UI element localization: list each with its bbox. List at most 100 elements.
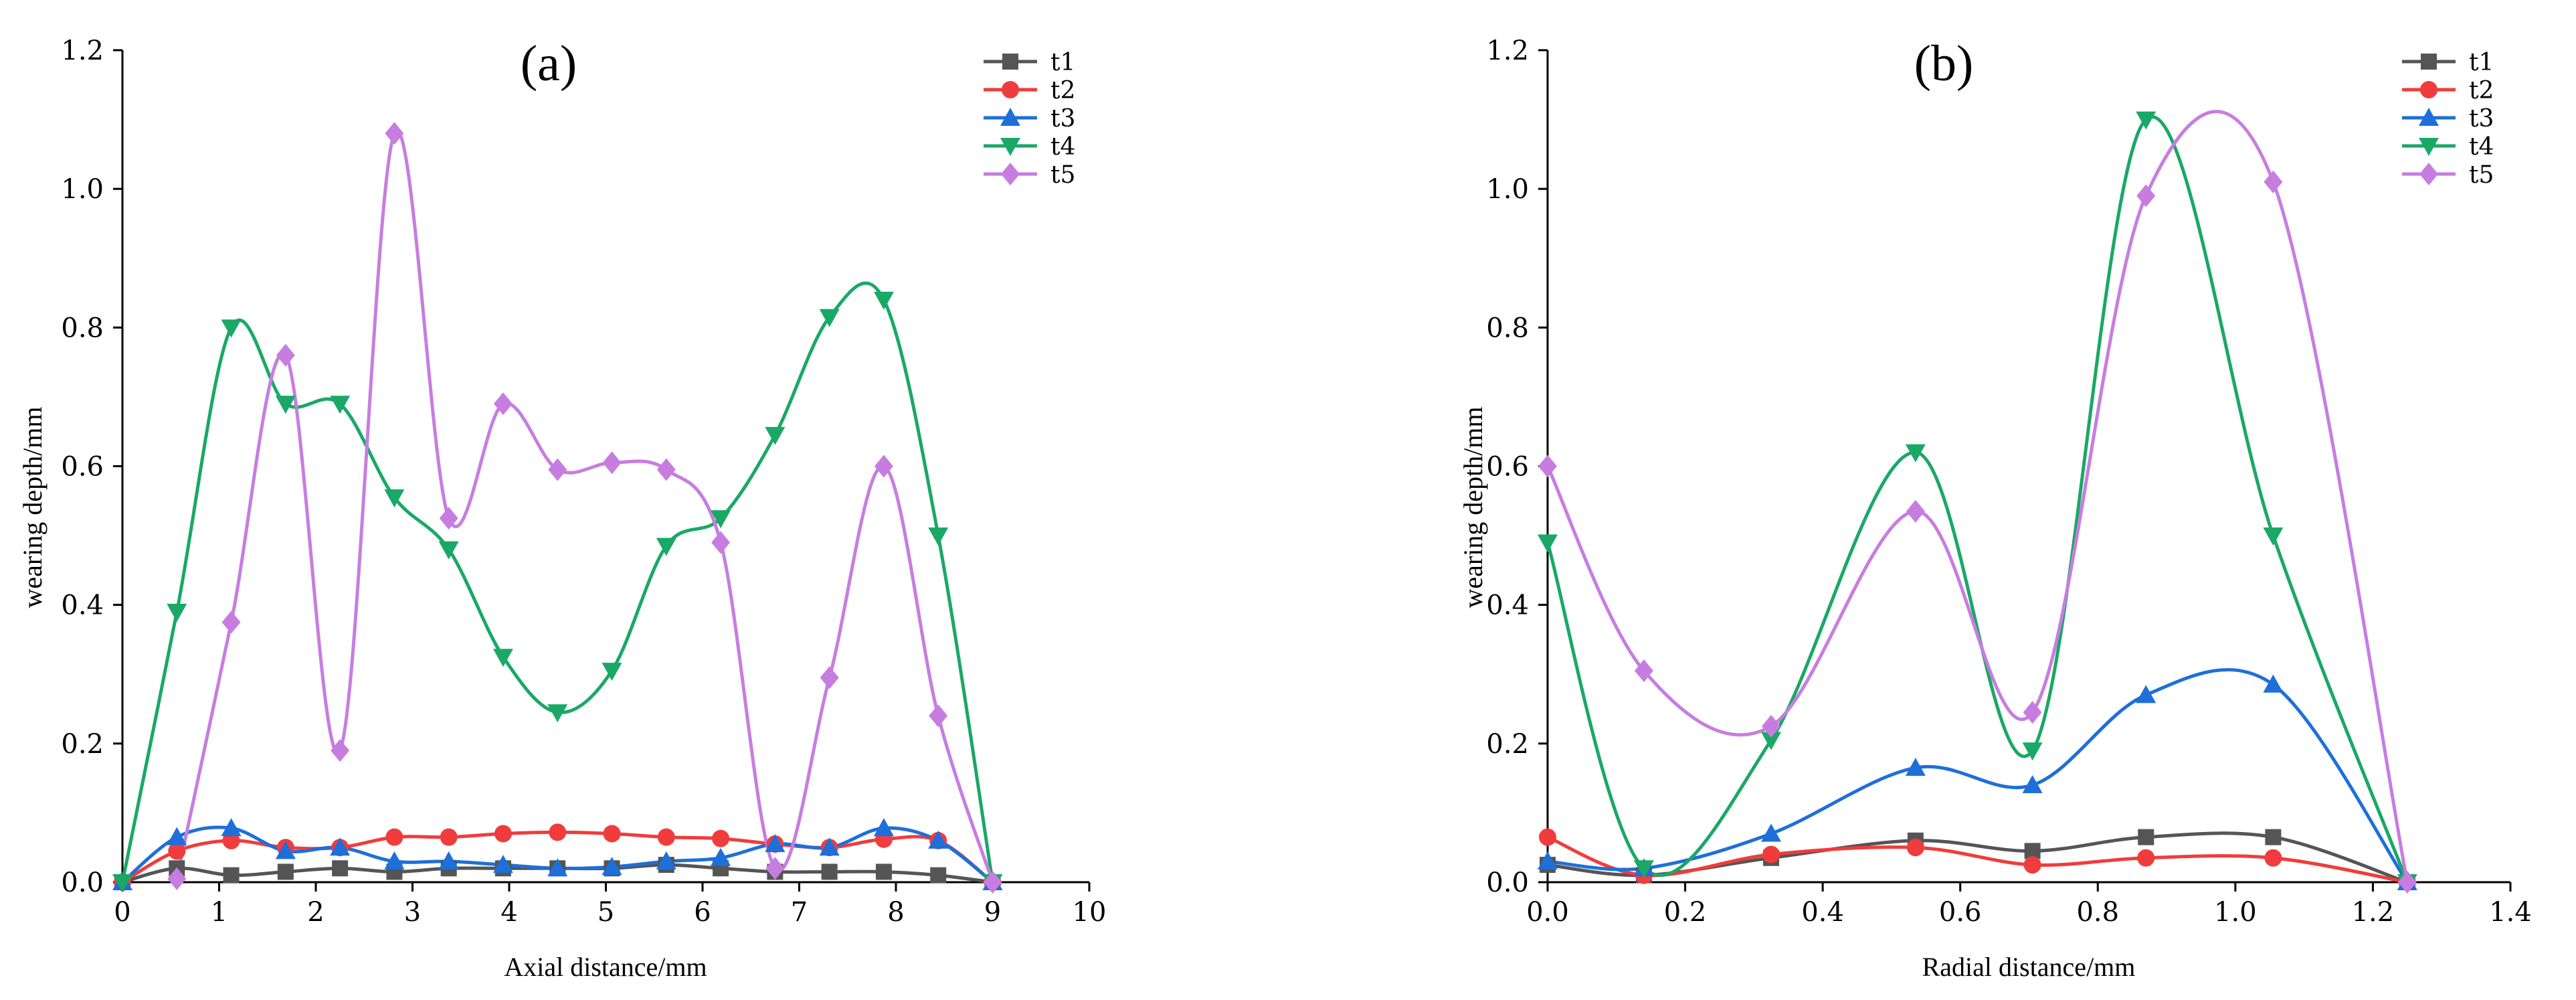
- panel-a-point-t3: [765, 834, 786, 853]
- panel-b-x-tick-label: 0.4: [1801, 897, 1844, 928]
- panel-a-point-t5: [385, 122, 404, 145]
- panel-a-legend-label-t4: t4: [1050, 133, 1075, 161]
- panel-a-point-t1: [930, 867, 947, 884]
- panel-b: (b) Radial distance/mm wearing depth/mm …: [1458, 35, 2532, 982]
- panel-a-y-tick-label: 0.2: [61, 729, 104, 760]
- panel-b-point-t2: [1906, 839, 1924, 857]
- panel-a-point-t5: [221, 610, 241, 634]
- panel-b-point-t1: [2265, 829, 2282, 845]
- panel-b-y-tick-label: 0.6: [1486, 452, 1529, 483]
- panel-a-point-t5: [656, 458, 676, 481]
- panel-a-point-t2: [440, 828, 458, 846]
- panel-b-x-tick-label: 1.2: [2352, 897, 2395, 928]
- panel-a-y-axis-title: wearing depth/mm: [17, 406, 48, 608]
- panel-b-legend-marker-t1: [2421, 54, 2437, 70]
- panel-a-point-t3: [384, 851, 405, 869]
- panel-a-point-t3: [221, 818, 242, 837]
- panel-b-x-tick-label: 0.8: [2076, 897, 2119, 928]
- panel-a-point-t4: [602, 663, 622, 681]
- panel-a-point-t3: [547, 858, 568, 877]
- panel-b-point-t3: [1761, 823, 1782, 842]
- panel-a-point-t4: [384, 489, 405, 508]
- panel-a-series-line-t5: [175, 129, 994, 883]
- panel-a-x-tick-label: 10: [1073, 897, 1107, 928]
- panel-a-y-tick-label: 1.0: [61, 174, 104, 205]
- panel-a-y-tick-label: 0.6: [61, 452, 104, 483]
- panel-b-x-axis-title: Radial distance/mm: [1922, 952, 2136, 982]
- panel-b-point-t2: [2137, 849, 2155, 867]
- panel-a-point-t3: [873, 818, 894, 837]
- panel-b-x-tick-label: 1.4: [2489, 897, 2532, 928]
- panel-b-point-t2: [1539, 828, 1556, 846]
- panel-a-legend-label-t5: t5: [1050, 161, 1075, 189]
- panel-b-point-t5: [2264, 170, 2283, 193]
- panel-a-x-tick-label: 9: [984, 897, 1001, 928]
- panel-a-legend-label-t2: t2: [1050, 77, 1075, 104]
- panel-b-point-t4: [1905, 444, 1926, 463]
- panel-a-x-tick-label: 7: [791, 897, 808, 928]
- panel-b-y-tick-label: 1.0: [1486, 174, 1529, 205]
- panel-a-point-t2: [712, 829, 730, 847]
- panel-a-x-tick-label: 8: [887, 897, 904, 928]
- panel-a-point-t4: [492, 649, 513, 667]
- panel-b-point-t4: [1761, 732, 1782, 750]
- panel-a-legend-marker-t1: [1002, 54, 1018, 70]
- panel-a-point-t3: [711, 847, 731, 866]
- panel-a-legend-marker-t2: [1002, 81, 1019, 98]
- panel-a-point-t4: [656, 537, 676, 556]
- panel-b-point-t5: [1762, 714, 1781, 738]
- panel-a-point-t1: [332, 860, 349, 877]
- panel-a-point-t5: [929, 704, 948, 728]
- panel-a-x-tick-label: 1: [211, 897, 227, 928]
- panel-a-point-t2: [549, 823, 567, 841]
- panel-b-point-t3: [1905, 758, 1926, 776]
- panel-a-legend-label-t1: t1: [1050, 49, 1075, 76]
- panel-a-point-t4: [221, 319, 242, 338]
- panel-b-point-t5: [1538, 454, 1557, 478]
- panel-b-legend-label-t1: t1: [2469, 49, 2494, 76]
- panel-a-point-t1: [223, 867, 240, 884]
- panel-a-point-t1: [821, 863, 838, 880]
- panel-a-point-t5: [439, 507, 458, 530]
- panel-a-point-t2: [494, 825, 512, 843]
- panel-a-point-t5: [711, 531, 731, 554]
- panel-a-point-t5: [820, 666, 839, 689]
- panel-a-y-tick-label: 0.4: [61, 590, 104, 621]
- panel-a-point-t2: [657, 828, 675, 846]
- panel-a-x-tick-label: 5: [597, 897, 614, 928]
- panel-a-point-t3: [928, 830, 949, 849]
- panel-a-point-t1: [277, 863, 294, 880]
- panel-a-x-tick-label: 4: [500, 897, 517, 928]
- panel-a-point-t4: [167, 604, 187, 622]
- panel-a-point-t4: [112, 874, 132, 892]
- panel-a-point-t4: [819, 309, 840, 327]
- panel-a-x-tick-label: 2: [307, 897, 324, 928]
- panel-a-point-t2: [385, 828, 403, 846]
- panel-b-point-t5: [2397, 871, 2417, 894]
- panel-a-y-tick-label: 1.2: [61, 35, 104, 66]
- panel-b-y-tick-label: 0.8: [1486, 313, 1529, 343]
- panel-a-legend-label-t3: t3: [1050, 105, 1075, 133]
- panel-b-point-t2: [1762, 845, 1780, 863]
- panel-b-legend-marker-t4: [2419, 138, 2439, 156]
- panel-b-title: (b): [1914, 35, 1974, 92]
- panel-b-point-t3: [2136, 685, 2156, 703]
- panel-b-y-tick-label: 1.2: [1486, 35, 1529, 66]
- panel-a-point-t3: [167, 827, 187, 845]
- panel-a-point-t4: [765, 426, 786, 445]
- panel-b-point-t5: [1906, 499, 1925, 523]
- panel-a-legend-marker-t5: [1001, 163, 1020, 185]
- panel-b-x-tick-label: 0.0: [1526, 897, 1569, 928]
- panel-b-point-t3: [1538, 851, 1558, 869]
- panel-a-x-tick-label: 0: [114, 897, 130, 928]
- panel-b-series-line-t5: [1546, 110, 2409, 883]
- panel-a-y-tick-label: 0.8: [61, 313, 104, 343]
- panel-a-point-t5: [548, 458, 567, 481]
- panel-b-legend-label-t3: t3: [2469, 105, 2494, 133]
- panel-a-legend-marker-t3: [1000, 108, 1020, 126]
- panel-b-y-tick-label: 0.4: [1486, 590, 1529, 621]
- panel-b-legend-marker-t2: [2420, 81, 2437, 98]
- panel-b-x-tick-label: 0.6: [1939, 897, 1982, 928]
